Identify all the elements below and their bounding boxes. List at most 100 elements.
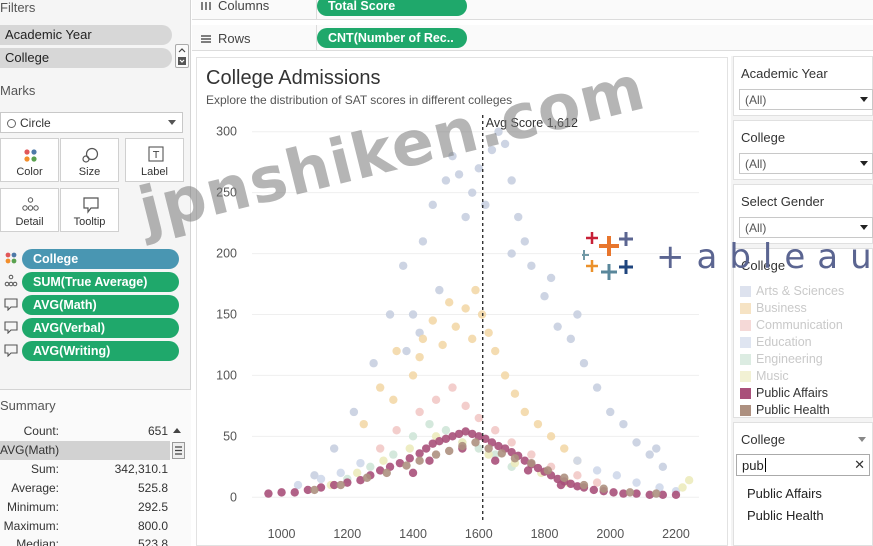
summary-field-selector[interactable]: AVG(Math) bbox=[0, 441, 170, 460]
scatter-point[interactable] bbox=[474, 413, 483, 423]
scatter-point[interactable] bbox=[566, 479, 576, 489]
scatter-point[interactable] bbox=[362, 473, 372, 482]
scatter-point[interactable] bbox=[359, 419, 368, 429]
scatter-point[interactable] bbox=[474, 164, 483, 173]
shelf-pill-avg-verbal[interactable]: AVG(Verbal) bbox=[22, 318, 179, 338]
scatter-point[interactable] bbox=[392, 426, 401, 435]
scatter-point[interactable] bbox=[484, 444, 493, 453]
scatter-point[interactable] bbox=[491, 456, 500, 465]
filter-dropdown-college[interactable]: (All) bbox=[739, 153, 873, 174]
scatter-point[interactable] bbox=[471, 438, 480, 447]
scatter-point[interactable] bbox=[671, 490, 681, 500]
scatter-point[interactable] bbox=[264, 489, 273, 498]
scatter-point[interactable] bbox=[389, 450, 398, 459]
scatter-point[interactable] bbox=[599, 484, 608, 493]
filter-pill-college[interactable]: College bbox=[0, 48, 172, 68]
scatter-point[interactable] bbox=[438, 340, 447, 350]
scatter-point[interactable] bbox=[461, 427, 470, 436]
scatter-point[interactable] bbox=[336, 480, 345, 490]
scatter-point[interactable] bbox=[329, 444, 339, 453]
scatter-point[interactable] bbox=[316, 483, 326, 492]
scatter-point[interactable] bbox=[441, 426, 451, 435]
scatter-point[interactable] bbox=[421, 444, 431, 453]
search-option-public-health[interactable]: Public Health bbox=[747, 508, 824, 523]
scatter-point[interactable] bbox=[592, 466, 602, 475]
scatter-point[interactable] bbox=[454, 429, 464, 439]
scatter-point[interactable] bbox=[379, 456, 388, 465]
scatter-point[interactable] bbox=[445, 446, 454, 456]
scatter-point[interactable] bbox=[428, 200, 437, 210]
scatter-point[interactable] bbox=[441, 176, 451, 185]
scatter-point[interactable] bbox=[560, 444, 569, 453]
scatter-point[interactable] bbox=[494, 127, 503, 136]
scatter-point[interactable] bbox=[507, 438, 516, 447]
scatter-point[interactable] bbox=[461, 304, 470, 313]
scatter-point[interactable] bbox=[592, 478, 602, 487]
scatter-point[interactable] bbox=[609, 488, 618, 497]
scatter-point[interactable] bbox=[395, 458, 405, 468]
scatter-point[interactable] bbox=[431, 395, 441, 404]
scatter-point[interactable] bbox=[310, 471, 319, 480]
rows-pill-count[interactable]: CNT(Number of Rec.. bbox=[317, 28, 467, 48]
scatter-point[interactable] bbox=[645, 490, 654, 500]
scatter-point[interactable] bbox=[402, 461, 411, 470]
scatter-point[interactable] bbox=[514, 212, 523, 222]
scatter-point[interactable] bbox=[398, 261, 408, 270]
mark-tooltip-button[interactable]: Tooltip bbox=[60, 188, 119, 232]
scatter-point[interactable] bbox=[652, 444, 661, 453]
scatter-point[interactable] bbox=[428, 316, 437, 325]
scatter-point[interactable] bbox=[382, 468, 391, 478]
scatter-point[interactable] bbox=[678, 483, 687, 492]
scatter-point[interactable] bbox=[527, 261, 536, 270]
scatter-point[interactable] bbox=[405, 444, 414, 453]
scatter-point[interactable] bbox=[619, 489, 628, 498]
scatter-point[interactable] bbox=[448, 432, 457, 441]
scatter-point[interactable] bbox=[484, 328, 493, 337]
scatter-point[interactable] bbox=[553, 322, 562, 331]
mark-detail-button[interactable]: Detail bbox=[0, 188, 59, 232]
scatter-point[interactable] bbox=[546, 432, 556, 441]
scatter-point[interactable] bbox=[310, 485, 319, 495]
scatter-point[interactable] bbox=[612, 471, 622, 480]
scatter-point[interactable] bbox=[385, 310, 395, 319]
scatter-point[interactable] bbox=[497, 449, 506, 458]
scatter-point[interactable] bbox=[684, 475, 694, 485]
columns-shelf[interactable]: Columns bbox=[192, 0, 873, 20]
scatter-point[interactable] bbox=[366, 462, 375, 471]
filters-scrollbar[interactable] bbox=[175, 44, 189, 68]
scatter-point[interactable] bbox=[392, 346, 401, 356]
scatter-point[interactable] bbox=[418, 237, 428, 246]
scroll-up-icon[interactable] bbox=[172, 426, 182, 434]
shelf-pill-sum-true-average[interactable]: SUM(True Average) bbox=[22, 272, 179, 292]
mark-type-dropdown[interactable]: Circle bbox=[0, 112, 183, 133]
scatter-point[interactable] bbox=[589, 485, 599, 495]
scatter-point[interactable] bbox=[500, 371, 510, 380]
scatter-point[interactable] bbox=[507, 249, 516, 258]
scatter-point[interactable] bbox=[375, 383, 385, 392]
scatter-point[interactable] bbox=[468, 334, 477, 344]
college-search-input[interactable]: pub ✕ bbox=[736, 454, 870, 476]
scatter-point[interactable] bbox=[652, 489, 661, 498]
scatter-point[interactable] bbox=[425, 419, 434, 429]
scatter-point[interactable] bbox=[408, 432, 418, 441]
scatter-point[interactable] bbox=[415, 456, 424, 465]
scatter-point[interactable] bbox=[461, 212, 470, 222]
scatter-point[interactable] bbox=[431, 450, 441, 459]
scatter-point[interactable] bbox=[408, 468, 418, 478]
mark-size-button[interactable]: Size bbox=[60, 138, 119, 182]
scatter-point[interactable] bbox=[540, 292, 549, 301]
scatter-point[interactable] bbox=[573, 471, 582, 480]
scatter-point[interactable] bbox=[632, 478, 641, 487]
clear-icon[interactable]: ✕ bbox=[854, 457, 865, 472]
scatter-point[interactable] bbox=[441, 434, 451, 443]
scatter-point[interactable] bbox=[491, 426, 500, 435]
scatter-point[interactable] bbox=[425, 456, 434, 465]
scatter-point[interactable] bbox=[556, 480, 566, 490]
scatter-point[interactable] bbox=[520, 237, 530, 246]
scatter-point[interactable] bbox=[402, 346, 411, 356]
scatter-point[interactable] bbox=[454, 170, 464, 179]
scatter-point[interactable] bbox=[303, 485, 313, 495]
scatter-point[interactable] bbox=[418, 334, 428, 344]
scatter-point[interactable] bbox=[415, 352, 424, 362]
scatter-point[interactable] bbox=[356, 458, 365, 468]
